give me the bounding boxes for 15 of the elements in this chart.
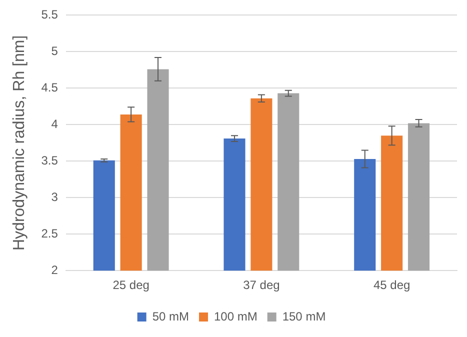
y-tick-label: 5 (51, 44, 58, 58)
y-tick-label: 4 (51, 116, 58, 131)
y-tick-label: 2 (51, 262, 58, 277)
x-tick-label: 37 deg (243, 278, 280, 292)
y-tick-label: 4.5 (41, 80, 58, 94)
x-tick-label: 45 deg (373, 278, 410, 292)
legend-label: 150 mM (282, 309, 326, 324)
y-tick-label: 3.5 (41, 153, 58, 168)
y-axis-title: Hydrodynamic radius, Rh [nm] (11, 35, 28, 250)
legend-label: 100 mM (214, 309, 258, 324)
y-tick-label: 2.5 (41, 226, 58, 240)
legend-label: 50 mM (152, 309, 190, 324)
x-tick-label: 25 deg (112, 278, 150, 292)
y-tick-label: 5.5 (41, 8, 58, 22)
y-tick-label: 3 (51, 190, 58, 204)
